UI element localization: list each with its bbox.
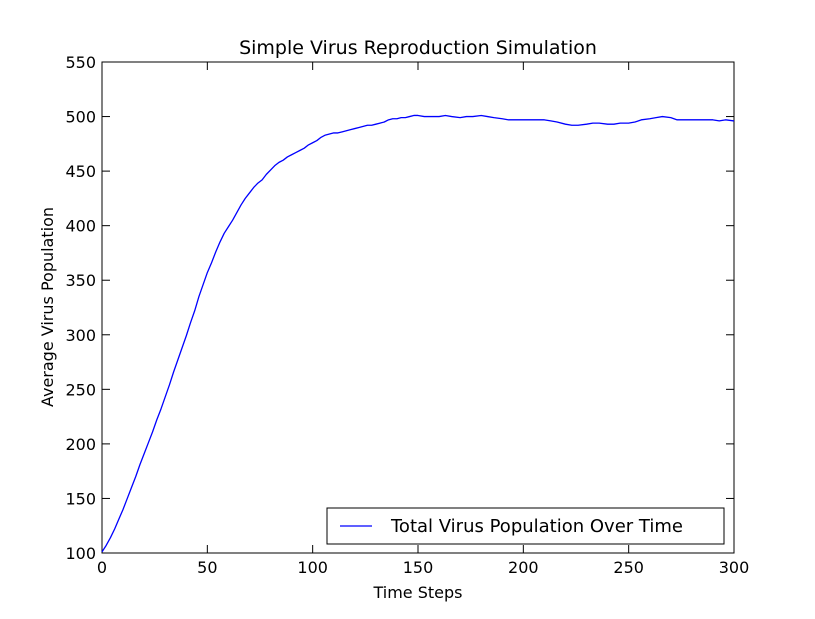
- x-tick-label: 250: [613, 558, 644, 577]
- y-tick-label: 150: [65, 489, 96, 508]
- y-axis-label: Average Virus Population: [38, 207, 57, 407]
- y-tick-label: 400: [65, 217, 96, 236]
- legend: Total Virus Population Over Time: [326, 507, 725, 545]
- x-tick-label: 50: [197, 558, 217, 577]
- x-tick-label: 150: [403, 558, 434, 577]
- y-tick-label: 100: [65, 544, 96, 563]
- y-tick-label: 300: [65, 326, 96, 345]
- series-line-total-virus-population: [101, 114, 735, 553]
- y-tick-label: 350: [65, 271, 96, 290]
- chart-title: Simple Virus Reproduction Simulation: [239, 37, 597, 59]
- x-axis-label: Time Steps: [372, 583, 462, 602]
- y-tick-label: 200: [65, 435, 96, 454]
- x-tick-label: 200: [508, 558, 539, 577]
- x-tick-label: 0: [97, 558, 107, 577]
- plot-area: [101, 61, 735, 554]
- y-tick-label: 450: [65, 162, 96, 181]
- legend-box: [326, 507, 725, 545]
- y-tick-label: 250: [65, 380, 96, 399]
- series-layer: [101, 114, 735, 553]
- y-tick-label: 500: [65, 108, 96, 127]
- x-tick-label: 300: [719, 558, 750, 577]
- legend-label: Total Virus Population Over Time: [390, 516, 683, 537]
- x-tick-label: 100: [297, 558, 328, 577]
- y-tick-label: 550: [65, 53, 96, 72]
- axis-ticks: [101, 61, 735, 554]
- tick-labels: 0 50 100 150 200 250 300 100 150 200 250 300 350 400 4…: [65, 53, 749, 577]
